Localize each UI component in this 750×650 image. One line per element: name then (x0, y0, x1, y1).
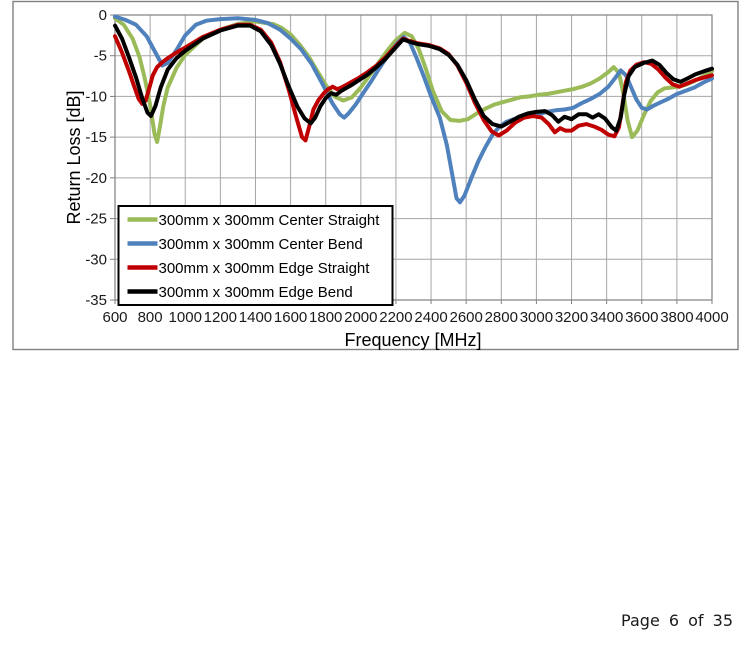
series-line-2 (113, 14, 714, 205)
legend-box (117, 205, 394, 306)
y-tick-label: -10 (85, 88, 107, 105)
series-line-1 (113, 16, 714, 144)
x-tick-label: 1000 (169, 309, 202, 326)
x-tick-label: 3200 (555, 309, 588, 326)
chart-legend: 300mm x 300mm Center Straight 300mm x 300… (117, 205, 394, 306)
return-loss-chart-figure: 600 800 1000 1200 1400 1600 1800 2000 2200 2400 26… (12, 0, 739, 351)
x-tick-label: 4000 (695, 309, 728, 326)
y-tick-label: -20 (85, 170, 107, 187)
y-tick-label: -5 (94, 48, 107, 65)
y-tick-label: 0 (99, 7, 107, 24)
page-number: Page 6 of 35 (621, 611, 733, 630)
x-tick-label: 1400 (239, 309, 272, 326)
legend-label-3: 300mm x 300mm Edge Straight (159, 260, 371, 277)
x-tick-label: 1600 (274, 309, 307, 326)
x-tick-label: 3400 (590, 309, 623, 326)
chart-series-lines (113, 14, 714, 205)
x-tick-label: 1800 (309, 309, 342, 326)
x-tick-label: 2800 (485, 309, 518, 326)
x-tick-label: 800 (138, 309, 163, 326)
y-tick-label: -30 (85, 251, 107, 268)
chart-tick-labels: 600 800 1000 1200 1400 1600 1800 2000 2200 2400 26… (85, 7, 728, 326)
legend-label-1: 300mm x 300mm Center Straight (159, 212, 381, 229)
legend-label-2: 300mm x 300mm Center Bend (159, 236, 363, 253)
y-tick-label: -35 (85, 292, 107, 309)
x-tick-label: 2200 (379, 309, 412, 326)
y-axis-title: Return Loss [dB] (64, 90, 84, 224)
x-tick-label: 2000 (344, 309, 377, 326)
x-tick-label: 1200 (204, 309, 237, 326)
legend-label-4: 300mm x 300mm Edge Bend (159, 284, 353, 301)
x-tick-label: 600 (102, 309, 127, 326)
y-tick-label: -25 (85, 211, 107, 228)
x-tick-label: 3600 (625, 309, 658, 326)
return-loss-chart: 600 800 1000 1200 1400 1600 1800 2000 2200 2400 26… (12, 0, 739, 351)
x-tick-label: 3000 (520, 309, 553, 326)
series-line-4 (113, 23, 714, 133)
x-tick-label: 3800 (660, 309, 693, 326)
x-tick-label: 2600 (449, 309, 482, 326)
y-tick-label: -15 (85, 129, 107, 146)
x-axis-title: Frequency [MHz] (344, 330, 481, 350)
plot-area-border (114, 14, 713, 301)
x-tick-label: 2400 (414, 309, 447, 326)
